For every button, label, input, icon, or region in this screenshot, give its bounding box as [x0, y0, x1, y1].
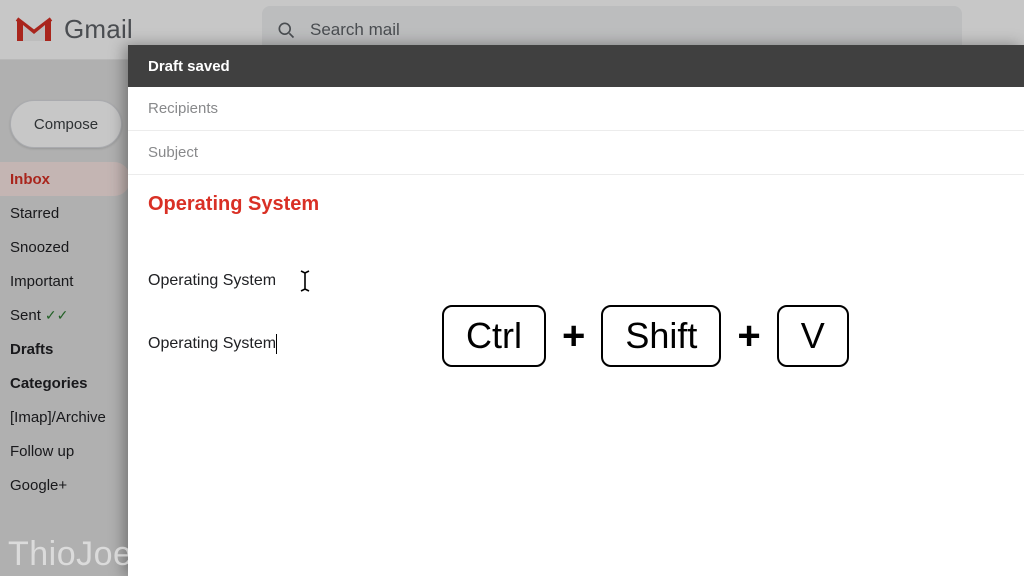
- caret-icon: [276, 334, 277, 354]
- recipients-field[interactable]: Recipients: [128, 87, 1024, 131]
- key-shift: Shift: [601, 305, 721, 367]
- compose-title: Draft saved: [148, 58, 230, 75]
- compose-header[interactable]: Draft saved: [128, 45, 1024, 87]
- body-line-plain-1: Operating System: [148, 270, 1004, 292]
- text-cursor-icon: [298, 270, 312, 292]
- compose-label: Compose: [34, 116, 98, 133]
- search-icon: [276, 20, 296, 40]
- gmail-logo-icon: [14, 15, 54, 45]
- key-v: V: [777, 305, 849, 367]
- keyboard-shortcut-overlay: Ctrl + Shift + V: [442, 305, 849, 367]
- compose-button[interactable]: Compose: [10, 100, 122, 148]
- key-ctrl: Ctrl: [442, 305, 546, 367]
- subject-field[interactable]: Subject: [128, 131, 1024, 175]
- plus-separator: +: [737, 314, 760, 359]
- sidebar-item-inbox[interactable]: Inbox: [0, 162, 130, 196]
- search-input[interactable]: [310, 20, 710, 40]
- brand-name: Gmail: [64, 14, 133, 45]
- recipients-placeholder: Recipients: [148, 100, 218, 117]
- body-line-formatted: Operating System: [148, 193, 1004, 216]
- plus-separator: +: [562, 314, 585, 359]
- subject-placeholder: Subject: [148, 144, 198, 161]
- sent-check-icon: ✓✓: [45, 307, 68, 324]
